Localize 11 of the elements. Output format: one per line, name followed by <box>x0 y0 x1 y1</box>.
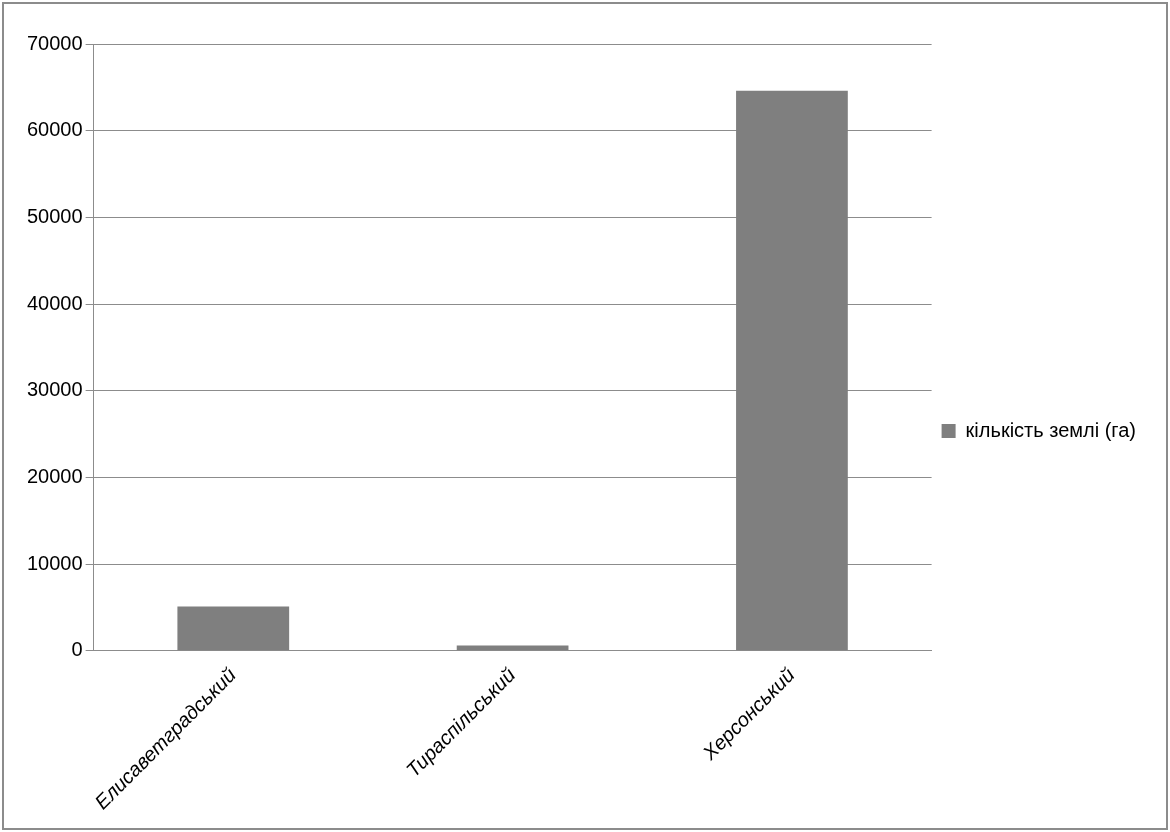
y-tick-label: 10000 <box>26 551 83 574</box>
y-tick-label: 50000 <box>26 204 83 227</box>
y-tick-label: 60000 <box>26 118 83 141</box>
bar <box>177 606 290 651</box>
y-tick-label: 40000 <box>26 291 83 314</box>
y-tick-label: 0 <box>71 638 83 661</box>
y-tick-label: 70000 <box>26 31 83 54</box>
y-tick-label: 20000 <box>26 464 83 487</box>
bar <box>736 90 848 651</box>
y-tick-label: 30000 <box>26 378 83 401</box>
legend-label: кількість землі (га) <box>965 418 1137 441</box>
